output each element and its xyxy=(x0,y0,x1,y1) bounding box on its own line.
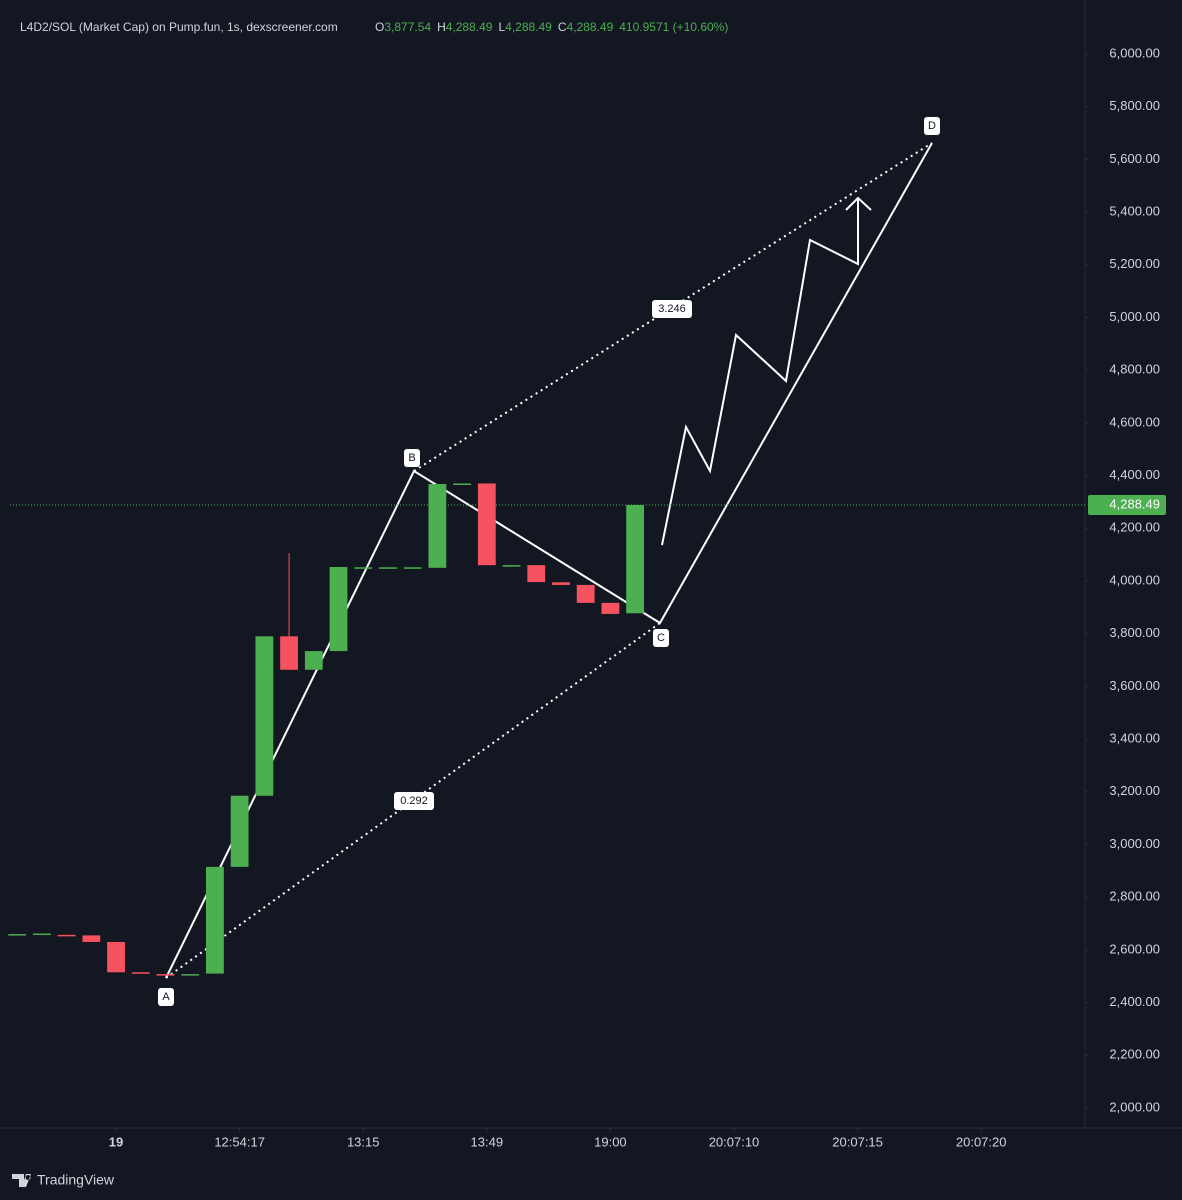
candle-body xyxy=(453,483,471,485)
y-tick-label: 3,800.00 xyxy=(1109,625,1160,640)
ohlc-values: O3,877.54 H4,288.49 L4,288.49 C4,288.49 410.… xyxy=(375,20,728,34)
y-tick-label: 5,400.00 xyxy=(1109,204,1160,219)
y-tick-label: 2,800.00 xyxy=(1109,889,1160,904)
x-tick-label: 19 xyxy=(109,1134,123,1149)
candle-body xyxy=(280,636,298,670)
ratio-box xyxy=(652,300,692,318)
candle-body xyxy=(502,565,521,567)
y-tick-label: 6,000.00 xyxy=(1109,45,1160,60)
ohlc-label: L xyxy=(498,20,505,34)
candle-body xyxy=(428,484,447,568)
x-tick-label: 12:54:17 xyxy=(214,1134,265,1149)
y-tick-label: 3,000.00 xyxy=(1109,836,1160,851)
y-tick-label: 2,400.00 xyxy=(1109,994,1160,1009)
y-tick-label: 5,800.00 xyxy=(1109,98,1160,113)
x-tick-label: 20:07:20 xyxy=(956,1134,1007,1149)
candle-body xyxy=(57,934,76,937)
candle-body xyxy=(403,567,422,569)
brand: TradingView xyxy=(37,1172,115,1188)
candle-body xyxy=(82,935,101,942)
y-tick-label: 3,200.00 xyxy=(1109,783,1160,798)
ohlc-label: O xyxy=(375,20,384,34)
y-tick-label: 5,200.00 xyxy=(1109,256,1160,271)
ohlc-value: 4,288.49 xyxy=(567,20,614,34)
candle-body xyxy=(601,602,620,614)
candle-body xyxy=(329,567,348,652)
y-tick-label: 4,400.00 xyxy=(1109,467,1160,482)
candle-body xyxy=(552,582,570,585)
x-tick-label: 20:07:10 xyxy=(709,1134,760,1149)
tradingview-logo xyxy=(12,1174,31,1187)
candle-body xyxy=(181,974,200,976)
pattern-point-box xyxy=(158,988,174,1006)
candle-body xyxy=(379,567,397,569)
candle-body xyxy=(206,866,224,974)
y-tick-label: 4,200.00 xyxy=(1109,520,1160,535)
pattern-point-label: B xyxy=(408,452,415,464)
ohlc-label: C xyxy=(558,20,567,34)
candle-body xyxy=(527,565,546,583)
y-tick-label: 4,000.00 xyxy=(1109,572,1160,587)
y-tick-label: 2,000.00 xyxy=(1109,1099,1160,1114)
y-tick-label: 4,600.00 xyxy=(1109,414,1160,429)
y-tick-label: 3,600.00 xyxy=(1109,678,1160,693)
ratio-label: 3.246 xyxy=(658,303,686,315)
candle-body xyxy=(255,636,274,796)
y-tick-label: 5,000.00 xyxy=(1109,309,1160,324)
pattern-point-label: C xyxy=(657,632,665,644)
projection-path xyxy=(661,198,859,546)
y-tick-label: 2,200.00 xyxy=(1109,1047,1160,1062)
x-tick-label: 19:00 xyxy=(594,1134,627,1149)
pattern-point-label: D xyxy=(928,120,936,132)
candle-body xyxy=(131,972,150,974)
candle-body xyxy=(107,941,125,973)
projection-arrow xyxy=(845,196,872,211)
candle-body xyxy=(576,584,595,603)
ohlc-value: 4,288.49 xyxy=(446,20,493,34)
candle-body xyxy=(354,567,373,569)
ohlc-label: H xyxy=(437,20,446,34)
candle-body xyxy=(230,795,249,867)
x-tick-label: 13:49 xyxy=(471,1134,504,1149)
ohlc-value: 3,877.54 xyxy=(384,20,431,34)
candle-body xyxy=(156,974,175,976)
ohlc-header: O3,877.54 H4,288.49 L4,288.49 C4,288.49 410.… xyxy=(375,20,728,34)
y-tick-label: 2,600.00 xyxy=(1109,941,1160,956)
y-tick-label: 4,800.00 xyxy=(1109,362,1160,377)
pattern-point-box xyxy=(404,449,420,467)
last-price-label: 4,288.49 xyxy=(1109,496,1160,511)
pattern-legs xyxy=(165,142,933,979)
x-tick-label: 13:15 xyxy=(347,1134,380,1149)
candle-body xyxy=(32,933,51,936)
logo-icon xyxy=(12,1174,31,1187)
candle-body xyxy=(626,504,645,614)
ratio-label: 0.292 xyxy=(400,795,428,807)
chart-title: L4D2/SOL (Market Cap) on Pump.fun, 1s, d… xyxy=(20,20,338,34)
y-tick-label: 5,600.00 xyxy=(1109,151,1160,166)
pattern-point-box xyxy=(924,117,940,135)
ohlc-value: 4,288.49 xyxy=(505,20,552,34)
y-tick-label: 3,400.00 xyxy=(1109,731,1160,746)
candle-body xyxy=(304,651,323,670)
last-price-box xyxy=(1088,494,1166,515)
candle-body xyxy=(477,483,496,566)
pattern-point-box xyxy=(653,629,669,647)
x-tick-label: 20:07:15 xyxy=(832,1134,883,1149)
change: 410.9571 (+10.60%) xyxy=(619,20,728,34)
ratio-box xyxy=(394,792,434,810)
pattern-point-label: A xyxy=(162,991,170,1003)
candle-body xyxy=(8,934,27,936)
